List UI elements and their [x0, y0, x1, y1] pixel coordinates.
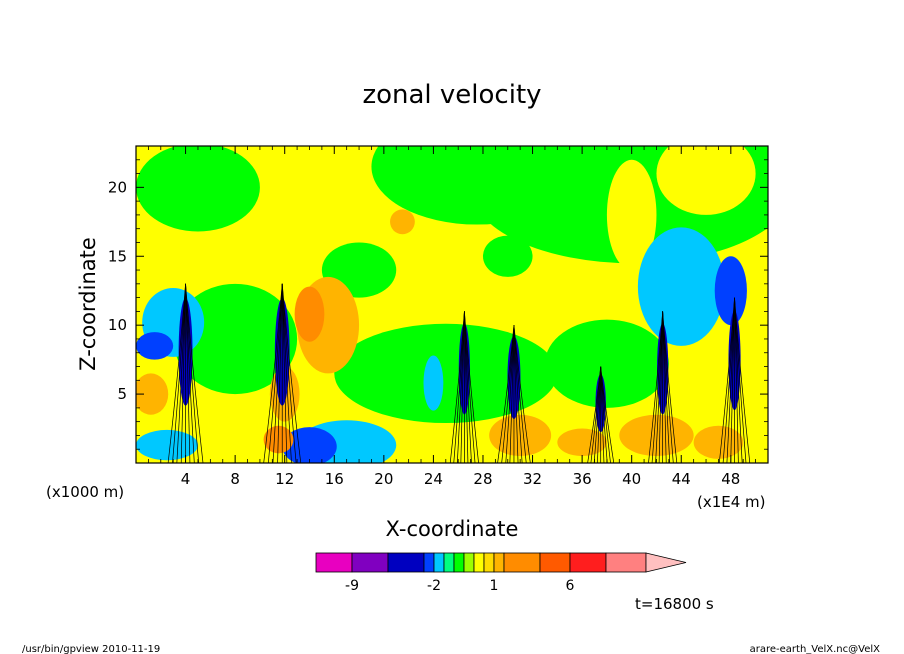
contour-line — [185, 283, 200, 463]
colorbar-swatch — [463, 552, 475, 573]
contour-line — [185, 283, 191, 463]
contour-lines — [167, 283, 751, 463]
contour-region — [136, 146, 260, 232]
colorbar-label: 1 — [490, 578, 499, 594]
y-tick-label: 10 — [108, 316, 127, 334]
colorbar-swatch — [423, 552, 435, 573]
contour-line — [281, 283, 292, 463]
contour-line — [600, 366, 615, 463]
contour-region — [714, 256, 747, 326]
colorbar-labels: -9 -2 1 6 — [345, 578, 575, 594]
x-tick-label: 16 — [325, 470, 344, 488]
colorbar-swatch — [351, 552, 389, 573]
colorbar-swatch — [453, 552, 465, 573]
x-tick-label: 44 — [672, 470, 691, 488]
time-label: t=16800 s — [635, 595, 714, 613]
colorbar — [315, 552, 687, 573]
colorbar-label: -2 — [427, 578, 441, 594]
colorbar-extend-arrow — [645, 552, 687, 573]
contour-line — [281, 283, 302, 463]
contour-region — [423, 355, 444, 411]
x-tick-label: 8 — [230, 470, 240, 488]
contour-region — [136, 429, 198, 461]
contour-line — [172, 283, 186, 463]
contour-region — [606, 159, 657, 271]
colorbar-label: 6 — [566, 578, 575, 594]
y-tick-label: 5 — [117, 385, 127, 403]
x-tick-label: 40 — [622, 470, 641, 488]
x-tick-label: 4 — [181, 470, 191, 488]
x-tick-label: 32 — [523, 470, 542, 488]
contour-line — [267, 283, 283, 463]
contour-line — [464, 311, 479, 463]
x-tick-label: 24 — [424, 470, 443, 488]
colorbar-swatch — [443, 552, 455, 573]
contour-region — [136, 332, 174, 360]
contour-field — [136, 146, 768, 463]
footer-right: arare-earth_VelX.nc@VelX — [750, 644, 881, 654]
x-tick-label: 48 — [721, 470, 740, 488]
colorbar-swatch — [315, 552, 353, 573]
contour-line — [185, 283, 195, 463]
contour-line — [281, 283, 297, 463]
x-tick-label: 36 — [573, 470, 592, 488]
y-tick-label: 15 — [108, 247, 127, 265]
contour-region — [637, 227, 725, 346]
colorbar-swatch — [605, 552, 647, 573]
contour-line — [277, 283, 283, 463]
x-unit-right: (x1E4 m) — [697, 493, 766, 511]
contour-region — [294, 286, 325, 342]
colorbar-label: -9 — [345, 578, 359, 594]
contour-line — [263, 283, 283, 463]
colorbar-swatch — [387, 552, 425, 573]
contour-line — [281, 283, 288, 463]
colorbar-swatch — [493, 552, 505, 573]
contour-line — [662, 311, 678, 463]
contour-line — [167, 283, 186, 463]
x-tick-label: 12 — [275, 470, 294, 488]
footer-left: /usr/bin/gpview 2010-11-19 — [22, 644, 160, 654]
plot-frame — [135, 145, 769, 464]
contour-region — [390, 209, 415, 235]
contour-region — [334, 323, 558, 424]
contour-line — [513, 325, 531, 463]
contour-region — [282, 427, 337, 463]
x-unit-left: (x1000 m) — [46, 483, 124, 501]
colorbar-swatch — [539, 552, 571, 573]
contour-region — [544, 319, 669, 408]
colorbar-swatch — [433, 552, 445, 573]
chart-title: zonal velocity — [362, 80, 541, 110]
contour-region — [693, 425, 744, 459]
x-axis: 4 8 12 16 20 24 28 32 36 40 44 48 — [147, 146, 757, 488]
colorbar-swatch — [483, 552, 495, 573]
contour-region — [136, 373, 169, 415]
contour-line — [180, 283, 186, 463]
contour-region — [656, 146, 756, 215]
colorbar-swatch — [473, 552, 485, 573]
contour-region — [557, 428, 607, 457]
x-tick-label: 20 — [374, 470, 393, 488]
x-tick-label: 28 — [473, 470, 492, 488]
colorbar-swatch — [503, 552, 541, 573]
y-axis: 5 10 15 20 — [108, 159, 768, 450]
contour-line — [185, 283, 204, 463]
contour-region — [482, 235, 533, 277]
contour-region — [173, 283, 298, 395]
y-tick-label: 20 — [108, 178, 127, 196]
contour-line — [734, 297, 751, 463]
x-axis-label: X-coordinate — [386, 517, 519, 541]
colorbar-swatch — [569, 552, 607, 573]
y-axis-label: Z-coordinate — [76, 237, 100, 371]
